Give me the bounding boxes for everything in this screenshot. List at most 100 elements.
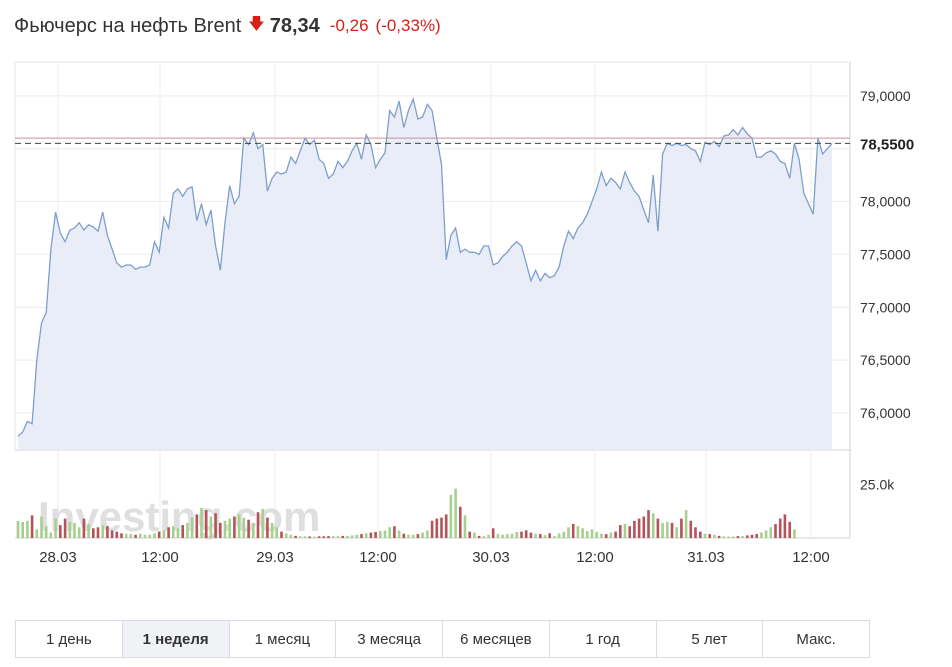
volume-bar [350, 535, 354, 538]
volume-bar [557, 533, 561, 538]
x-tick-label: 12:00 [141, 549, 179, 566]
volume-bar [30, 515, 34, 538]
volume-bar [482, 536, 486, 538]
volume-bar [77, 527, 81, 539]
volume-bar [26, 520, 29, 538]
volume-bar [124, 533, 128, 538]
volume-bar [40, 516, 43, 538]
volume-bar [666, 521, 669, 538]
volume-bar [694, 527, 697, 539]
period-button[interactable]: Макс. [796, 630, 836, 648]
volume-bar [120, 533, 123, 538]
volume-bar [87, 524, 90, 538]
y-tick-label: 79,0000 [860, 88, 911, 104]
volume-bar [266, 517, 269, 538]
x-tick-label: 31.03 [687, 549, 725, 566]
volume-bar [576, 526, 580, 538]
period-button[interactable]: 1 месяц [230, 621, 337, 657]
volume-bar [172, 526, 175, 538]
volume-bar [430, 520, 434, 538]
volume-bar [341, 535, 344, 538]
volume-bar [252, 522, 255, 538]
volume-bar [162, 530, 166, 538]
volume-bar [506, 534, 509, 538]
instrument-title: Фьючерс на нефть Brent [14, 14, 242, 37]
period-button[interactable]: 6 месяцев [443, 621, 550, 657]
volume-bar [421, 532, 424, 538]
volume-bar [684, 510, 688, 538]
volume-bar [454, 488, 457, 538]
volume-bar [793, 529, 796, 538]
volume-bar [539, 534, 542, 538]
volume-tick-label: 25.0k [860, 476, 895, 492]
volume-bar [313, 536, 316, 538]
volume-bar [529, 532, 533, 538]
volume-bar [346, 535, 349, 538]
volume-bar [722, 536, 726, 538]
volume-bar [280, 531, 283, 538]
price-chart[interactable]: 79,000078,500078,000077,500077,000076,50… [0, 56, 952, 616]
x-tick-label: 12:00 [576, 549, 614, 566]
volume-bar [727, 536, 730, 538]
volume-bar [407, 534, 410, 538]
volume-bar [534, 533, 537, 538]
volume-bar [543, 535, 547, 538]
volume-bar [581, 528, 584, 538]
y-tick-label: 76,0000 [860, 405, 911, 421]
period-button[interactable]: 5 лет [657, 621, 764, 657]
volume-bar [195, 514, 199, 538]
volume-bar [769, 527, 773, 539]
volume-bar [755, 534, 758, 538]
volume-bar [110, 530, 114, 538]
price-change: -0,26 [329, 16, 369, 35]
volume-bar [656, 518, 660, 538]
volume-bar [520, 531, 523, 538]
volume-bar [717, 535, 721, 538]
volume-bar [308, 536, 311, 538]
volume-bar [595, 532, 598, 538]
volume-bar [21, 521, 24, 538]
volume-bar [284, 533, 288, 538]
volume-bar [609, 532, 613, 538]
volume-bar [299, 536, 302, 538]
volume-bar [459, 506, 462, 538]
volume-bar [411, 534, 415, 538]
volume-bar [82, 518, 86, 538]
volume-bar [633, 520, 636, 538]
volume-bar [788, 521, 791, 538]
period-button[interactable]: 1 год [550, 621, 657, 657]
period-button[interactable]: 1 день [16, 621, 123, 657]
volume-bar [186, 522, 189, 538]
x-tick-label: 12:00 [359, 549, 397, 566]
volume-bar [167, 527, 170, 539]
volume-bar [689, 520, 693, 538]
current-price-box [851, 131, 911, 156]
volume-bar [157, 531, 161, 538]
volume-bar [54, 518, 57, 538]
volume-bar [402, 533, 406, 538]
volume-bar [68, 521, 72, 538]
volume-bar [713, 534, 716, 538]
volume-bar [92, 528, 95, 538]
period-button[interactable]: 3 месяца [336, 621, 443, 657]
volume-bar [129, 534, 133, 538]
volume-bar [731, 536, 735, 538]
volume-bar [553, 536, 556, 538]
volume-bar [115, 531, 119, 538]
volume-bar [134, 534, 137, 538]
volume-bar [153, 533, 156, 538]
volume-bar [233, 516, 236, 538]
volume-bar [496, 534, 500, 538]
volume-bar [760, 532, 763, 538]
volume-bar [228, 518, 231, 538]
volume-bar [477, 535, 481, 538]
volume-bar [473, 532, 476, 538]
volume-bar [101, 525, 104, 538]
volume-bar [336, 536, 340, 538]
volume-bar [35, 529, 39, 538]
period-button[interactable]: 1 неделя [122, 621, 230, 657]
volume-bar [388, 527, 391, 539]
volume-bar [261, 509, 264, 538]
volume-bar [294, 535, 297, 538]
volume-bar [393, 526, 396, 538]
